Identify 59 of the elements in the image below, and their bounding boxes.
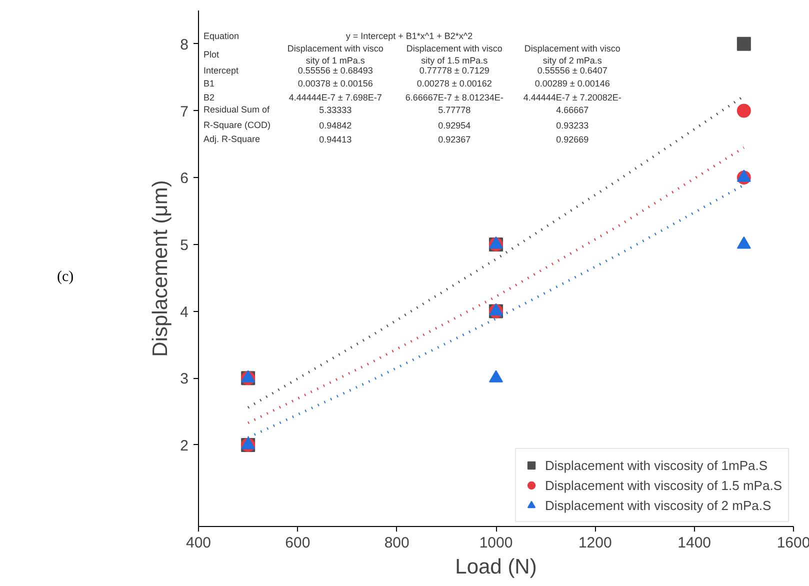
annotation: Residual Sum of [203,104,270,114]
point [489,370,503,382]
x-axis-title: Load (N) [455,556,537,578]
y-tick-label: 8 [180,36,188,54]
y-tick-label: 3 [180,370,188,388]
annotation: Equation [203,30,239,41]
annotation: Adj. R-Square [203,134,260,144]
annotation: 0.55556 ± 0.68493 [298,66,373,76]
point [736,236,751,249]
point [241,370,256,382]
annotation: 4.44444E-7 ± 7.698E-7 [288,92,382,102]
annotation: Plot [203,50,220,60]
point [736,104,751,118]
y-tick-label: 5 [180,236,188,254]
annotation: R-Square (COD) [203,120,270,130]
annotation: 0.92367 [438,134,471,144]
annotation: B2 [203,92,214,102]
y-tick-label: 7 [180,103,188,120]
annotation: Displacement with visco sity of 1.5 mPa.s [406,44,502,66]
y-tick-label: 2 [180,437,188,454]
y-tick-label: 4 [180,304,188,321]
line-series [246,146,746,424]
annotation: Displacement with visco sity of 2 mPa.s [524,44,620,66]
y-tick-label: 6 [180,170,188,188]
annotation: 0.00278 ± 0.00162 [416,78,492,88]
x-tick-label: 1200 [578,534,612,552]
annotation: 0.94842 [319,120,352,130]
x-tick-label: 1000 [479,534,513,552]
annotation: 4.44444E-7 ± 7.20082E- [523,92,622,102]
x-tick-label: 600 [285,534,310,552]
annotation: 6.66667E-7 ± 8.01234E- [405,92,504,102]
annotation: 0.55556 ± 0.6407 [537,66,608,76]
x-tick-label: 400 [186,534,212,552]
annotation: 0.94413 [319,134,352,144]
x-tick-label: 800 [384,534,410,552]
annotation: 0.77778 ± 0.7129 [419,66,490,76]
annotation: Intercept [203,66,239,76]
y-axis-title: Displacement (μm) [149,180,172,357]
annotation: 5.33333 [319,104,352,115]
annotation: Displacement with visco sity of 1 mPa.s [287,44,384,66]
annotation: 0.92669 [556,134,589,144]
point [736,36,751,51]
point [489,303,503,316]
annotation: 0.92954 [438,120,471,130]
annotation: 0.93233 [556,120,589,130]
annotation: 5.77778 [438,104,471,115]
annotation: 0.00289 ± 0.00146 [534,78,610,88]
point [736,170,751,182]
annotation: 4.66667 [556,104,589,115]
point [489,236,503,249]
legend-label: Displacement with viscosity of 2 mPa.S [545,497,772,513]
annotation: B1 [203,78,214,88]
legend-label: Displacement with viscosity of 1.5 mPa.S [545,477,782,493]
legend-label: Displacement with viscosity of 1mPa.S [545,457,768,473]
annotation: y = Intercept + B1*x^1 + B2*x^2 [346,30,473,41]
x-tick-label: 1400 [678,534,712,552]
point [241,436,256,450]
text: (c) [57,268,74,287]
annotation: 0.00378 ± 0.00156 [298,78,373,88]
